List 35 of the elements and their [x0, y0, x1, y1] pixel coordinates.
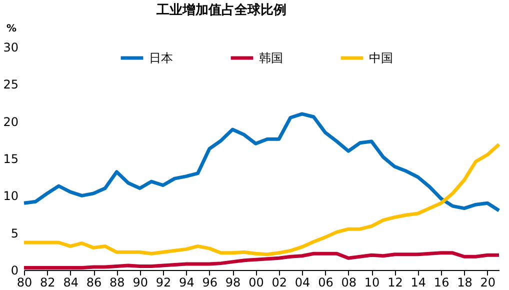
x-tick-label: 08	[341, 276, 357, 290]
y-axis-title: %	[6, 24, 16, 34]
x-tick-label: 04	[294, 276, 310, 290]
x-tick-label: 88	[110, 276, 125, 290]
y-tick-label: 30	[3, 40, 18, 54]
legend-label: 韩国	[259, 51, 283, 65]
y-tick-label: 15	[3, 152, 18, 166]
x-tick-label: 18	[457, 276, 472, 290]
x-tick-label: 82	[40, 276, 56, 290]
x-tick-label: 94	[179, 276, 194, 290]
x-tick-label: 90	[132, 276, 148, 290]
x-tick-label: 98	[225, 276, 241, 290]
x-tick-label: 96	[202, 276, 218, 290]
chart-title: 工业增加值占全球比例	[156, 2, 286, 18]
x-tick-label: 16	[434, 276, 450, 290]
line-series	[22, 142, 501, 256]
x-tick-label: 12	[388, 276, 403, 290]
y-tick-label: 5	[10, 226, 18, 240]
x-tick-label: 84	[63, 276, 78, 290]
legend-label: 中国	[369, 51, 393, 65]
x-tick-label: 20	[480, 276, 496, 290]
x-tick-label: 06	[318, 276, 334, 290]
y-tick-label: 10	[3, 189, 18, 204]
x-tick-label: 14	[410, 276, 426, 290]
y-tick-label: 20	[3, 114, 18, 129]
x-tick-label: 02	[272, 276, 288, 290]
legend-label: 日本	[149, 51, 173, 65]
x-tick-label: 86	[86, 276, 102, 290]
x-tick-label: 92	[156, 276, 172, 290]
y-tick-label: 25	[3, 78, 18, 92]
line-series	[22, 112, 501, 212]
x-tick-label: 00	[248, 276, 264, 290]
x-tick-label: 10	[364, 276, 380, 290]
y-tick-label: 0	[10, 264, 18, 278]
x-tick-label: 80	[16, 276, 32, 290]
